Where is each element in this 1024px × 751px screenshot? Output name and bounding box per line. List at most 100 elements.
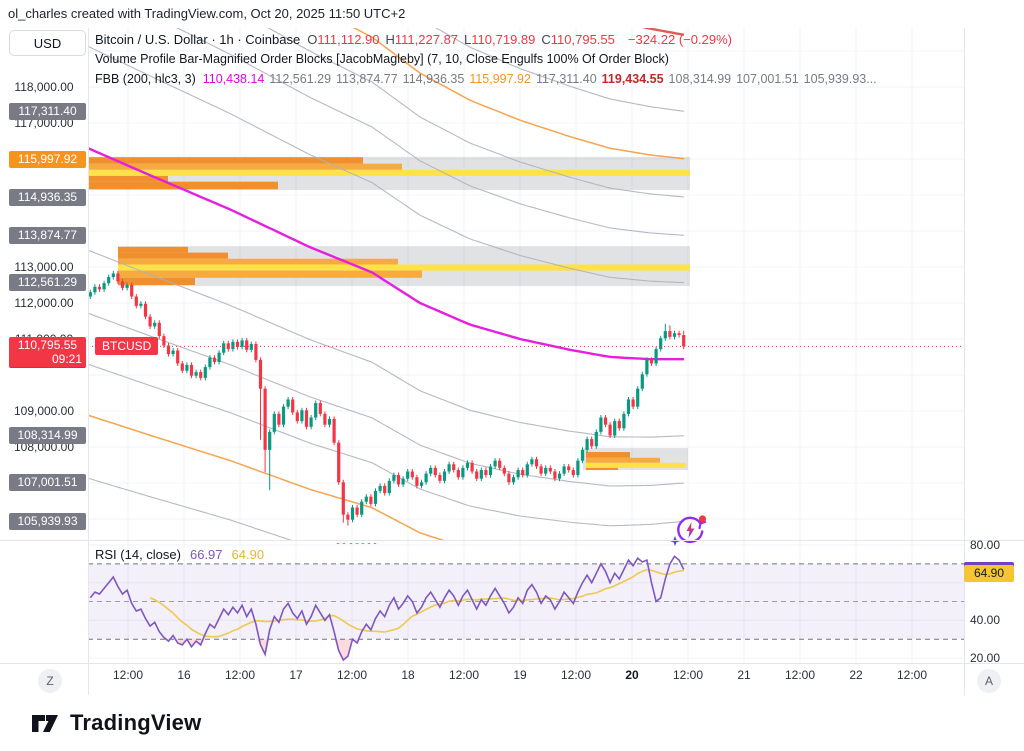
legend-symbol-row[interactable]: Bitcoin / U.S. Dollar · 1h · Coinbase O1… — [95, 30, 882, 49]
candle-body — [580, 449, 585, 461]
candle-body — [599, 417, 603, 432]
candle-body — [258, 359, 263, 389]
price-axis-badge: 113,874.77 — [9, 227, 86, 244]
candle-body — [369, 496, 373, 504]
rsi-axis-label: 20.00 — [970, 651, 1001, 666]
candle-body — [631, 399, 635, 407]
candle-body — [479, 470, 483, 479]
candle-body — [341, 482, 345, 515]
candle-body — [203, 367, 207, 378]
candle-body — [180, 363, 184, 371]
time-axis-label: 17 — [289, 668, 303, 682]
price-pane[interactable] — [88, 0, 690, 615]
candle-body — [332, 418, 336, 443]
fbb-upper-band — [88, 45, 685, 284]
candle-body — [553, 471, 557, 479]
fbb-lower-band — [88, 249, 685, 438]
timezone-button[interactable]: Z — [38, 669, 62, 693]
fbb-lower-band — [88, 477, 292, 540]
volume-profile-bar — [88, 181, 278, 190]
candle-body — [562, 466, 566, 474]
rsi-marker-dot — [336, 543, 340, 544]
volume-profile-bar — [586, 457, 660, 463]
candle-body — [447, 464, 451, 472]
candle-body — [199, 372, 203, 378]
candle-body — [143, 303, 148, 317]
candle-body — [613, 421, 617, 436]
candle-body — [456, 470, 460, 478]
volume-profile-bar — [586, 462, 686, 468]
candle-body — [640, 374, 644, 389]
candle-body — [406, 471, 410, 479]
candle-body — [433, 467, 437, 476]
ohlc-item: C110,795.55 — [541, 32, 615, 47]
left-axis-divider — [88, 28, 89, 695]
candle-body — [300, 410, 304, 422]
fbb-values: 110,438.14 112,561.29 113,874.77 114,936.35… — [203, 70, 882, 89]
candle-body — [502, 467, 506, 474]
currency-usd-button[interactable]: USD — [9, 30, 86, 56]
volume-profile-bar — [118, 246, 188, 253]
candle-body — [383, 485, 387, 494]
chart-legend: Bitcoin / U.S. Dollar · 1h · Coinbase O1… — [95, 30, 882, 90]
tradingview-logo-icon — [32, 715, 58, 732]
candle-body — [277, 413, 281, 425]
volume-profile-bar — [88, 157, 363, 164]
candle-body — [622, 413, 626, 429]
candle-body — [557, 473, 562, 479]
candle-body — [157, 322, 161, 337]
volume-profile-bar — [586, 467, 618, 471]
price-axis-label: 118,000.00 — [14, 80, 74, 94]
candle-body — [116, 273, 120, 282]
candle-body — [525, 464, 529, 476]
candle-body — [134, 296, 138, 306]
candle-body — [668, 331, 672, 337]
rsi-pane[interactable] — [88, 540, 964, 662]
candle-body — [534, 459, 539, 467]
tradingview-brand[interactable]: TradingView — [30, 708, 201, 738]
ai-sparkle-icon[interactable] — [669, 515, 707, 547]
candle-body — [171, 350, 175, 355]
pane-divider[interactable] — [0, 540, 1024, 541]
candle-body — [475, 471, 479, 479]
tradingview-brand-name: TradingView — [70, 710, 202, 735]
countdown-timer: 09:21 — [51, 352, 82, 367]
candle-body — [249, 344, 253, 350]
candle-body — [461, 467, 465, 478]
candle-body — [222, 343, 226, 353]
candle-body — [337, 442, 341, 483]
time-axis-label: 12:00 — [560, 668, 592, 682]
rsi-marker-dot — [367, 543, 371, 544]
legend-indicator-row[interactable]: Volume Profile Bar-Magnified Order Block… — [95, 50, 882, 69]
candle-body — [419, 482, 424, 486]
candle-body — [355, 507, 359, 515]
candle-body — [208, 357, 212, 368]
candle-body — [153, 322, 157, 327]
candle-body — [484, 470, 488, 476]
legend-fbb-row[interactable]: FBB (200, hlc3, 3) 110,438.14 112,561.29 1… — [95, 70, 882, 89]
candle-body — [88, 292, 92, 297]
candle-body — [281, 406, 286, 425]
candle-body — [240, 340, 244, 347]
ad-button[interactable]: A — [977, 669, 1001, 693]
rsi-marker-dot — [373, 543, 377, 544]
candle-body — [654, 349, 658, 364]
rsi-legend[interactable]: RSI (14, close) 66.97 64.90 — [95, 547, 264, 562]
candle-body — [378, 485, 382, 491]
fbb-midline — [88, 147, 684, 361]
candle-body — [571, 470, 575, 476]
candle-body — [682, 335, 686, 347]
candle-body — [268, 431, 272, 450]
attribution-watermark: ol_charles created with TradingView.com,… — [8, 6, 406, 21]
candle-body — [626, 399, 631, 414]
candle-body — [645, 359, 649, 375]
fbb-value: 107,001.51 — [736, 72, 799, 86]
candle-body — [387, 480, 391, 494]
candle-body — [360, 501, 364, 515]
rsi-marker-dot — [349, 543, 353, 544]
price-axis[interactable]: 118,000.00 117,000.00 113,000.00 112,000.00… — [0, 0, 88, 663]
ohlc-values: O111,112.90 H111,227.87 L110,719.89 C110,79… — [307, 30, 621, 49]
volume-profile-bar — [118, 258, 398, 265]
